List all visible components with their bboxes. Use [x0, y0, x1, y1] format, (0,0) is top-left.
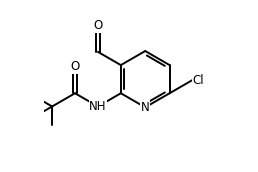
Text: NH: NH [89, 100, 107, 113]
Text: O: O [93, 19, 102, 32]
Text: Cl: Cl [192, 73, 204, 87]
Text: O: O [70, 60, 80, 73]
Text: N: N [141, 101, 150, 114]
